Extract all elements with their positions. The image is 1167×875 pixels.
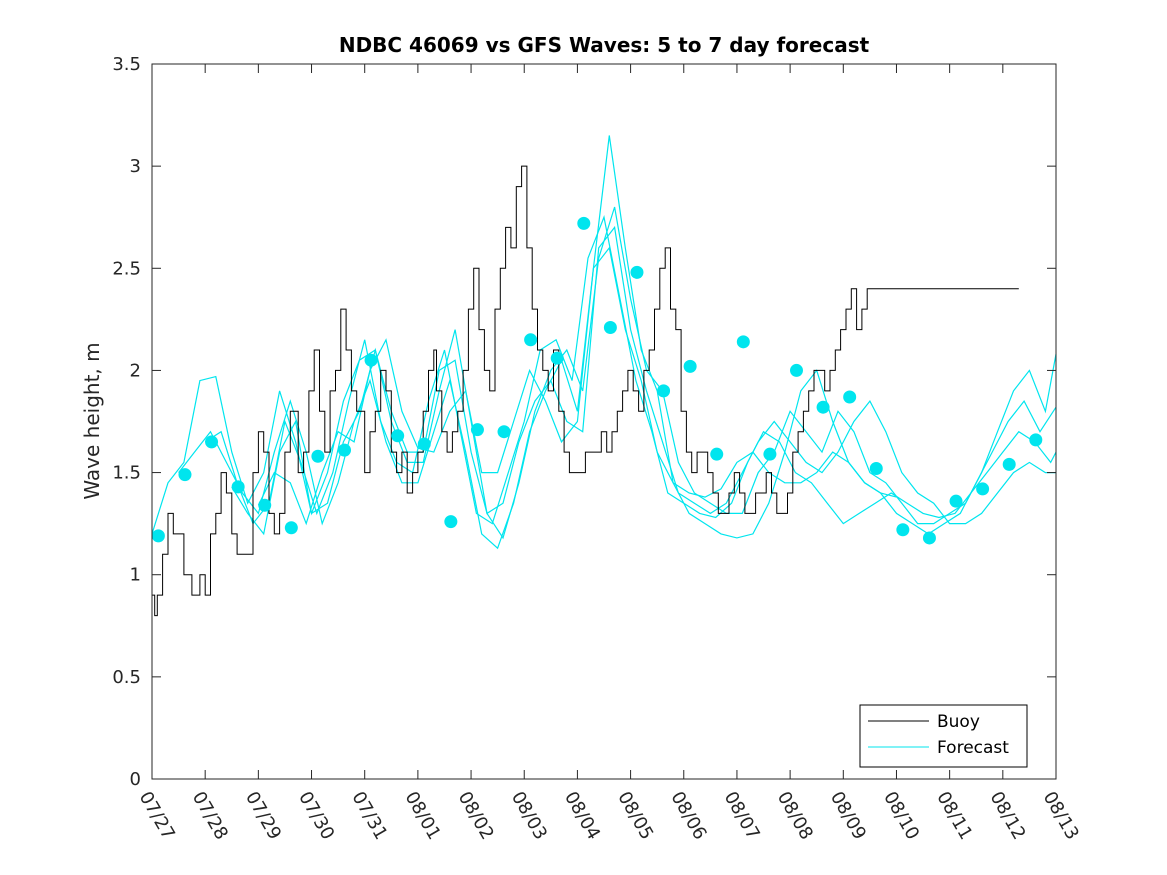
x-tick-label: 07/28 [188, 788, 232, 843]
forecast-marker [922, 531, 936, 545]
forecast-marker [205, 435, 219, 449]
forecast-marker [816, 400, 830, 414]
forecast-marker [231, 480, 245, 494]
forecast-marker [976, 482, 990, 496]
forecast-marker [683, 359, 697, 373]
y-tick-label: 2.5 [112, 258, 141, 279]
forecast-marker [657, 384, 671, 398]
forecast-marker [949, 494, 963, 508]
forecast-marker [258, 498, 272, 512]
forecast-marker [577, 216, 591, 230]
forecast-line-1 [151, 206, 1057, 540]
x-tick-label: 08/05 [613, 788, 657, 843]
x-tick-label: 08/08 [773, 788, 817, 843]
buoy-line [152, 165, 1019, 617]
forecast-line-3 [204, 215, 1057, 525]
forecast-lines [151, 135, 1057, 550]
x-tick-label: 08/07 [720, 788, 764, 843]
forecast-marker [151, 529, 165, 543]
x-tick-label: 08/02 [454, 788, 498, 843]
forecast-marker [843, 390, 857, 404]
forecast-marker [337, 443, 351, 457]
x-tick-label: 08/06 [666, 788, 710, 843]
buoy-line-group [152, 165, 1019, 617]
legend: Buoy Forecast [859, 704, 1028, 768]
x-tick-label: 08/13 [1039, 788, 1083, 843]
forecast-marker [284, 521, 298, 535]
x-tick-label: 07/27 [135, 788, 179, 843]
x-tick-label: 08/10 [879, 788, 923, 843]
x-tick-label: 07/30 [294, 788, 338, 843]
y-tick-label: 3.5 [112, 54, 141, 75]
forecast-marker [736, 335, 750, 349]
y-axis: 0 0.5 1 1.5 2 2.5 3 3.5 [112, 54, 1056, 790]
forecast-marker [444, 515, 458, 529]
chart-title: NDBC 46069 vs GFS Waves: 5 to 7 day fore… [339, 33, 870, 57]
forecast-marker [603, 321, 617, 335]
plot-frame [151, 63, 1057, 780]
forecast-marker [178, 468, 192, 482]
forecast-marker [364, 353, 378, 367]
forecast-marker [789, 363, 803, 377]
forecast-marker [896, 523, 910, 537]
x-tick-label: 08/12 [985, 788, 1029, 843]
x-tick-label: 07/31 [347, 788, 391, 843]
y-tick-label: 3 [130, 156, 141, 177]
forecast-marker [550, 351, 564, 365]
forecast-marker [497, 425, 511, 439]
y-tick-label: 0.5 [112, 667, 141, 688]
x-tick-label: 08/11 [932, 788, 976, 843]
y-tick-label: 0 [130, 769, 141, 790]
forecast-marker [710, 447, 724, 461]
legend-forecast-label: Forecast [937, 738, 1009, 758]
y-tick-label: 1 [130, 565, 141, 586]
x-tick-label: 07/29 [241, 788, 285, 843]
forecast-marker [630, 265, 644, 279]
forecast-marker [869, 461, 883, 475]
y-tick-label: 1.5 [112, 463, 141, 484]
forecast-marker [763, 447, 777, 461]
forecast-line-5 [257, 246, 897, 526]
forecast-marker [311, 449, 325, 463]
plot-area [151, 135, 1057, 617]
x-tick-label: 08/04 [560, 788, 604, 843]
forecast-marker [1029, 433, 1043, 447]
forecast-marker [470, 423, 484, 437]
forecast-markers [151, 216, 1043, 545]
legend-box [859, 704, 1028, 768]
x-tick-label: 08/03 [507, 788, 551, 843]
forecast-marker [417, 437, 431, 451]
x-tick-label: 08/01 [401, 788, 445, 843]
forecast-marker [524, 333, 538, 347]
legend-buoy-label: Buoy [937, 712, 980, 732]
forecast-marker [1002, 457, 1016, 471]
y-axis-label: Wave height, m [80, 342, 104, 499]
y-tick-label: 2 [130, 360, 141, 381]
x-tick-label: 08/09 [826, 788, 870, 843]
forecast-marker [391, 429, 405, 443]
forecast-line-2 [178, 135, 1057, 550]
